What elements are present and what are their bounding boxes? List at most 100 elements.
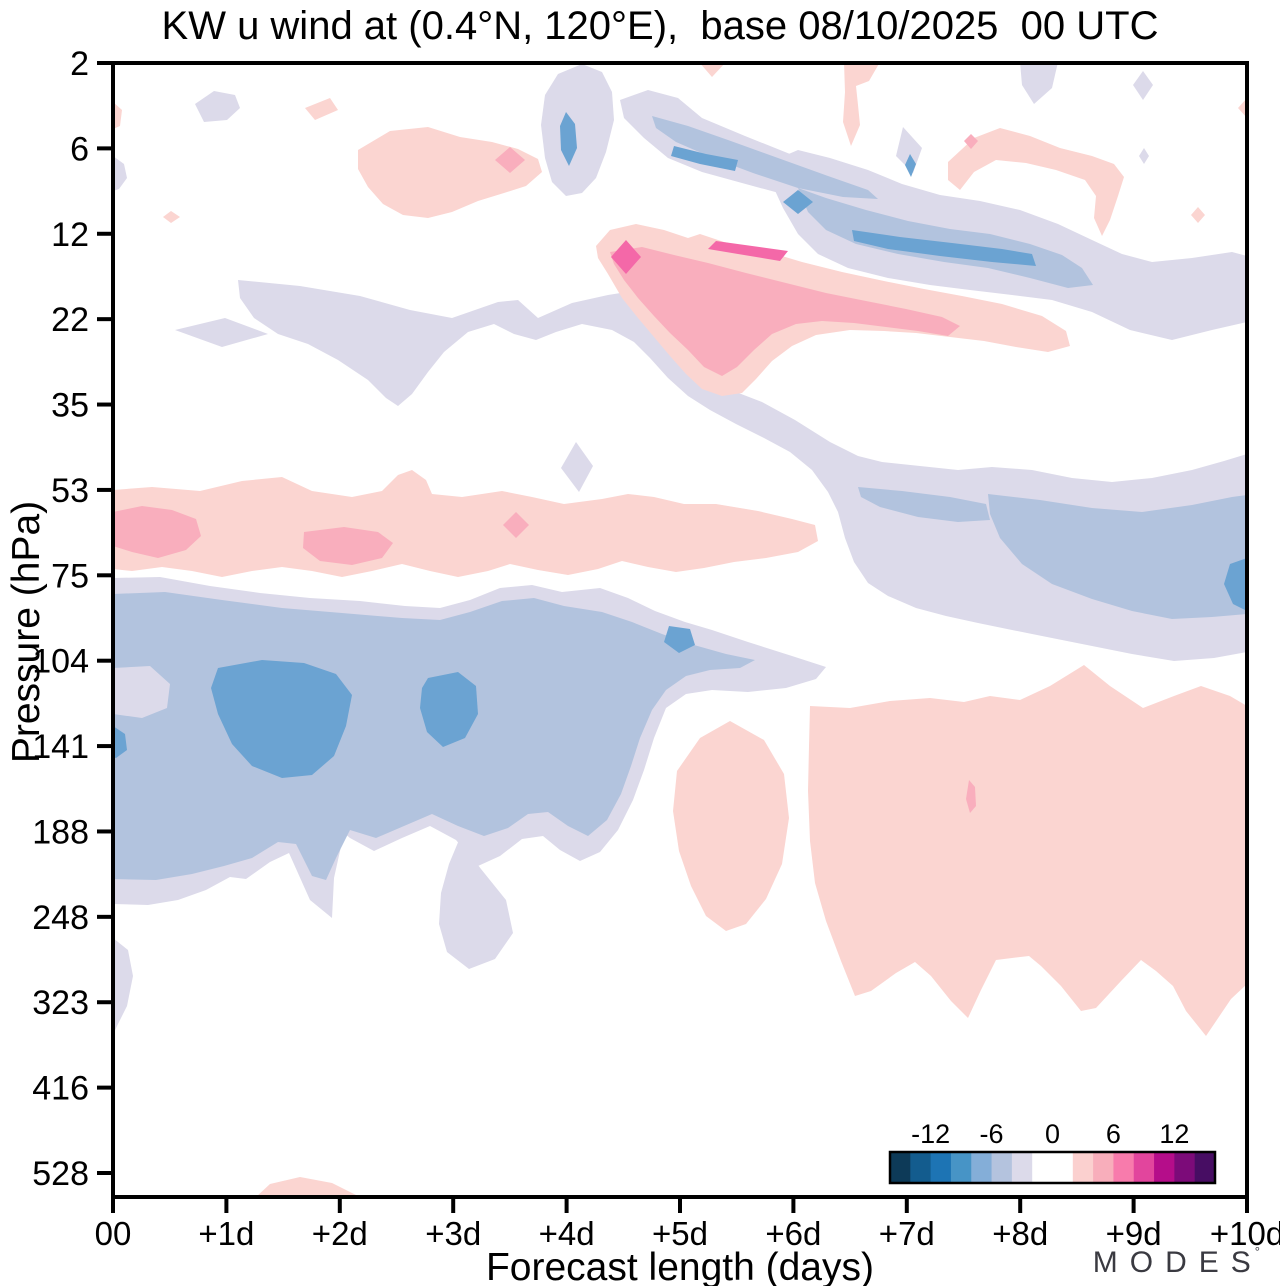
x-tick-label: +1d	[198, 1215, 254, 1252]
colorbar-label: -12	[911, 1119, 950, 1149]
y-tick-label: 416	[32, 1070, 89, 1108]
contour-region-lav-midband	[238, 280, 1247, 661]
contour-region-med-band1-core	[671, 146, 738, 171]
colorbar-cell	[1052, 1152, 1074, 1183]
x-tick-label: +8d	[992, 1215, 1048, 1252]
y-tick-label: 528	[32, 1155, 89, 1193]
y-tick-label: 12	[51, 216, 89, 254]
contour-region-lav-topleft-blob	[541, 64, 614, 196]
contour-region-pnkmed-band53-left	[113, 506, 201, 558]
modes-logo-text: MODES	[1092, 1246, 1263, 1279]
x-axis-label: Forecast length (days)	[485, 1246, 874, 1286]
contour-region-pnk-topedge-1	[699, 63, 726, 77]
x-tick-label: +2d	[312, 1215, 368, 1252]
x-tick-label: +5d	[652, 1215, 708, 1252]
contour-region-lav-topedge	[1020, 63, 1058, 104]
contour-region-pnk-bottomstrip	[256, 1177, 360, 1197]
colorbar-cell	[991, 1152, 1013, 1183]
contour-region-pnk-diamond-tr2	[1191, 207, 1205, 223]
contour-region-lav-tiny-tr	[1139, 148, 1149, 164]
colorbar-label: -6	[980, 1119, 1004, 1149]
x-tick-label: +6d	[765, 1215, 821, 1252]
contour-region-lav-teardrop	[439, 840, 513, 969]
contour-region-pnk-leftedge-top	[113, 102, 122, 129]
colorbar-cell	[950, 1152, 972, 1183]
y-tick-label: 75	[51, 557, 89, 595]
contour-region-lav-diamond-1d	[175, 318, 268, 347]
contour-region-lav-leftedge-6	[113, 156, 127, 191]
colorbar-cell	[1194, 1152, 1216, 1183]
contour-region-pnk-rightedge-tiny	[1238, 98, 1247, 118]
modes-logo: MODES°	[1093, 1244, 1260, 1280]
contour-region-med-rightedge-sliver	[1224, 558, 1247, 611]
colorbar-cell	[1154, 1152, 1175, 1183]
contour-region-pnk-speck	[163, 211, 180, 223]
contour-regions	[113, 63, 1247, 1197]
contour-region-pnk-dash-small	[305, 98, 338, 120]
contour-region-stl-midband-right	[988, 494, 1247, 619]
modes-logo-mark: °	[1254, 1244, 1260, 1259]
contour-region-pnkmed-band53-diamond	[503, 512, 529, 538]
colorbar-cell	[1011, 1152, 1033, 1183]
colorbar-cell	[930, 1152, 952, 1183]
colorbar-cell	[1174, 1152, 1196, 1183]
contour-region-pnk-check-tr	[948, 128, 1124, 236]
contour-region-med-dot-float	[664, 626, 695, 653]
contour-region-stl-midband-left	[858, 487, 990, 522]
colorbar-cell	[1072, 1152, 1094, 1183]
contour-region-pnkmed-band12	[610, 247, 960, 376]
x-tick-label: +4d	[539, 1215, 595, 1252]
contour-region-pnkmed-dash-blob	[966, 780, 976, 813]
contour-region-pnk-band53	[113, 470, 818, 577]
colorbar: -12 -6 0 6 12	[888, 1119, 1217, 1185]
colorbar-label: 6	[1106, 1119, 1121, 1149]
colorbar-cell	[1093, 1152, 1114, 1183]
contour-region-stl-band1	[652, 116, 878, 199]
contour-region-pnkmed-band53-mid	[303, 527, 393, 565]
contour-region-pnk-bigblob	[808, 665, 1247, 1036]
contour-region-lav-spike	[896, 127, 922, 173]
y-tick-label: 188	[32, 813, 89, 851]
y-tick-label: 22	[51, 301, 89, 339]
x-tick-label: +3d	[425, 1215, 481, 1252]
colorbar-cell	[1133, 1152, 1155, 1183]
x-tick-label: +10d	[1210, 1215, 1280, 1252]
contour-region-med-band2-core	[852, 230, 1036, 266]
contour-region-pnkbright-diamond	[611, 240, 641, 274]
contour-region-pnkmed-tiny-tr	[964, 134, 978, 149]
contour-region-pnkmed-diamond-6	[495, 147, 525, 173]
colorbar-cell	[890, 1152, 911, 1183]
contour-region-lav-pocket-bigmass	[113, 666, 170, 718]
colorbar-border	[888, 1150, 1217, 1185]
y-tick-label: 6	[70, 130, 89, 168]
y-tick-label: 323	[32, 984, 89, 1022]
colorbar-cell	[910, 1152, 932, 1183]
contour-region-lav-topleft-a	[195, 91, 240, 122]
contour-region-med-bigmass-core1	[211, 660, 352, 778]
y-tick-label: 104	[32, 643, 89, 681]
contour-region-pnk-egg	[673, 721, 789, 931]
contour-region-lav-hanging-diamond	[561, 442, 593, 492]
contour-region-pnk-blob-6	[358, 127, 542, 218]
contour-region-med-leftedge-sliver	[113, 726, 127, 758]
contour-region-med-topleft-sliver	[560, 112, 577, 166]
y-tick-label: 35	[51, 387, 89, 425]
contour-region-pnkbright-streak	[708, 241, 788, 261]
colorbar-label: 0	[1045, 1119, 1060, 1149]
contour-region-med-bigmass-core2	[420, 672, 478, 747]
y-tick-label: 141	[32, 728, 89, 766]
colorbar-cell	[1113, 1152, 1135, 1183]
x-tick-label: +9d	[1106, 1215, 1162, 1252]
colorbar-cell	[971, 1152, 993, 1183]
contour-region-med-band2-diamond	[783, 190, 813, 214]
chart-title: KW u wind at (0.4°N, 120°E), base 08/10/…	[161, 4, 1159, 48]
x-tick-label: 00	[95, 1215, 132, 1252]
contour-region-med-spike-dash	[905, 154, 916, 177]
contour-region-pnk-topedge-2	[843, 63, 880, 146]
colorbar-label: 12	[1159, 1119, 1189, 1149]
x-tick-label: +7d	[879, 1215, 935, 1252]
y-tick-label: 2	[70, 45, 89, 83]
y-tick-label: 248	[32, 899, 89, 937]
colorbar-cell	[1032, 1152, 1053, 1183]
